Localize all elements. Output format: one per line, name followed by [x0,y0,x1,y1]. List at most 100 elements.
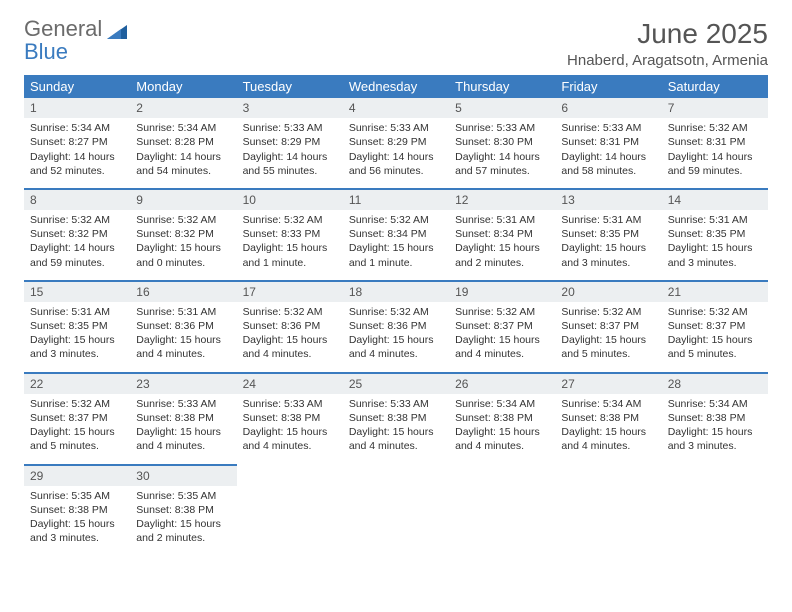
daylight-line: Daylight: 15 hours and 3 minutes. [30,333,124,361]
sunset-line: Sunset: 8:37 PM [455,319,549,333]
day-number-cell [343,465,449,486]
day-content-cell: Sunrise: 5:33 AMSunset: 8:29 PMDaylight:… [237,118,343,189]
calendar-table: Sunday Monday Tuesday Wednesday Thursday… [24,75,768,555]
sunrise-line: Sunrise: 5:31 AM [668,213,762,227]
brand-logo: General Blue [24,18,127,63]
day-content-cell: Sunrise: 5:32 AMSunset: 8:36 PMDaylight:… [343,302,449,373]
day-number-cell: 23 [130,373,236,394]
sunset-line: Sunset: 8:29 PM [243,135,337,149]
sunset-line: Sunset: 8:32 PM [136,227,230,241]
sunset-line: Sunset: 8:36 PM [349,319,443,333]
weekday-header: Thursday [449,75,555,98]
day-content-cell: Sunrise: 5:32 AMSunset: 8:37 PMDaylight:… [662,302,768,373]
sunset-line: Sunset: 8:36 PM [136,319,230,333]
sunrise-line: Sunrise: 5:31 AM [455,213,549,227]
sunrise-line: Sunrise: 5:32 AM [349,213,443,227]
weekday-header: Tuesday [237,75,343,98]
calendar-page: General Blue June 2025 Hnaberd, Aragatso… [0,0,792,573]
location-text: Hnaberd, Aragatsotn, Armenia [567,52,768,69]
day-number-cell: 14 [662,189,768,210]
day-content-cell [449,486,555,556]
daylight-line: Daylight: 15 hours and 4 minutes. [136,333,230,361]
sunset-line: Sunset: 8:30 PM [455,135,549,149]
day-content-cell: Sunrise: 5:31 AMSunset: 8:35 PMDaylight:… [24,302,130,373]
sunrise-line: Sunrise: 5:32 AM [30,213,124,227]
sunrise-line: Sunrise: 5:35 AM [136,489,230,503]
daylight-line: Daylight: 15 hours and 1 minute. [349,241,443,269]
day-content-cell: Sunrise: 5:31 AMSunset: 8:35 PMDaylight:… [555,210,661,281]
day-content-cell: Sunrise: 5:33 AMSunset: 8:38 PMDaylight:… [237,394,343,465]
day-number-cell: 2 [130,98,236,118]
sunrise-line: Sunrise: 5:33 AM [243,121,337,135]
sunrise-line: Sunrise: 5:32 AM [668,121,762,135]
day-number-cell: 26 [449,373,555,394]
day-content-cell: Sunrise: 5:33 AMSunset: 8:31 PMDaylight:… [555,118,661,189]
daylight-line: Daylight: 15 hours and 3 minutes. [668,241,762,269]
sunrise-line: Sunrise: 5:32 AM [30,397,124,411]
sunset-line: Sunset: 8:35 PM [561,227,655,241]
daylight-line: Daylight: 15 hours and 5 minutes. [668,333,762,361]
sunset-line: Sunset: 8:38 PM [561,411,655,425]
day-content-cell: Sunrise: 5:35 AMSunset: 8:38 PMDaylight:… [130,486,236,556]
daylight-line: Daylight: 14 hours and 54 minutes. [136,150,230,178]
sunset-line: Sunset: 8:38 PM [668,411,762,425]
day-content-cell [555,486,661,556]
sunset-line: Sunset: 8:38 PM [136,411,230,425]
daylight-line: Daylight: 15 hours and 2 minutes. [136,517,230,545]
daylight-line: Daylight: 15 hours and 5 minutes. [30,425,124,453]
day-content-row: Sunrise: 5:32 AMSunset: 8:37 PMDaylight:… [24,394,768,465]
sunrise-line: Sunrise: 5:31 AM [30,305,124,319]
day-content-cell: Sunrise: 5:34 AMSunset: 8:28 PMDaylight:… [130,118,236,189]
title-block: June 2025 Hnaberd, Aragatsotn, Armenia [567,18,768,69]
sunset-line: Sunset: 8:35 PM [30,319,124,333]
day-content-row: Sunrise: 5:35 AMSunset: 8:38 PMDaylight:… [24,486,768,556]
day-content-cell: Sunrise: 5:32 AMSunset: 8:32 PMDaylight:… [24,210,130,281]
daylight-line: Daylight: 15 hours and 4 minutes. [243,333,337,361]
sunrise-line: Sunrise: 5:31 AM [561,213,655,227]
sunrise-line: Sunrise: 5:32 AM [243,305,337,319]
day-number-cell: 6 [555,98,661,118]
sunrise-line: Sunrise: 5:33 AM [243,397,337,411]
day-number-cell [555,465,661,486]
daylight-line: Daylight: 15 hours and 4 minutes. [243,425,337,453]
sunrise-line: Sunrise: 5:32 AM [668,305,762,319]
day-content-cell: Sunrise: 5:35 AMSunset: 8:38 PMDaylight:… [24,486,130,556]
day-content-row: Sunrise: 5:31 AMSunset: 8:35 PMDaylight:… [24,302,768,373]
sunset-line: Sunset: 8:34 PM [349,227,443,241]
page-header: General Blue June 2025 Hnaberd, Aragatso… [24,18,768,69]
page-title: June 2025 [567,18,768,50]
day-number-cell: 5 [449,98,555,118]
day-number-cell: 11 [343,189,449,210]
sunrise-line: Sunrise: 5:34 AM [136,121,230,135]
sunset-line: Sunset: 8:37 PM [561,319,655,333]
sail-icon [107,25,127,39]
sunset-line: Sunset: 8:37 PM [668,319,762,333]
day-content-cell: Sunrise: 5:32 AMSunset: 8:37 PMDaylight:… [449,302,555,373]
daylight-line: Daylight: 14 hours and 58 minutes. [561,150,655,178]
sunset-line: Sunset: 8:38 PM [136,503,230,517]
daylight-line: Daylight: 14 hours and 56 minutes. [349,150,443,178]
daylight-line: Daylight: 15 hours and 3 minutes. [668,425,762,453]
sunrise-line: Sunrise: 5:33 AM [136,397,230,411]
calendar-body: 1234567Sunrise: 5:34 AMSunset: 8:27 PMDa… [24,98,768,555]
daylight-line: Daylight: 15 hours and 4 minutes. [561,425,655,453]
day-content-cell [343,486,449,556]
day-number-cell: 18 [343,281,449,302]
daylight-line: Daylight: 14 hours and 52 minutes. [30,150,124,178]
day-number-cell: 28 [662,373,768,394]
day-content-cell: Sunrise: 5:32 AMSunset: 8:32 PMDaylight:… [130,210,236,281]
daylight-line: Daylight: 15 hours and 4 minutes. [455,425,549,453]
day-number-cell: 21 [662,281,768,302]
day-content-row: Sunrise: 5:32 AM Sunset: 8:32 PM Daylight:… [24,210,768,281]
daylight-line: Daylight: 15 hours and 4 minutes. [136,425,230,453]
day-number-cell: 10 [237,189,343,210]
sunrise-line: Sunrise: 5:32 AM [349,305,443,319]
sunset-line: Sunset: 8:38 PM [30,503,124,517]
day-content-cell: Sunrise: 5:32 AMSunset: 8:34 PMDaylight:… [343,210,449,281]
day-number-cell: 8 [24,189,130,210]
daylight-line: Daylight: 15 hours and 3 minutes. [561,241,655,269]
daylight-line: Daylight: 14 hours and 57 minutes. [455,150,549,178]
day-content-row: Sunrise: 5:34 AMSunset: 8:27 PMDaylight:… [24,118,768,189]
logo-line2: Blue [24,41,127,63]
sunrise-line: Sunrise: 5:33 AM [349,397,443,411]
